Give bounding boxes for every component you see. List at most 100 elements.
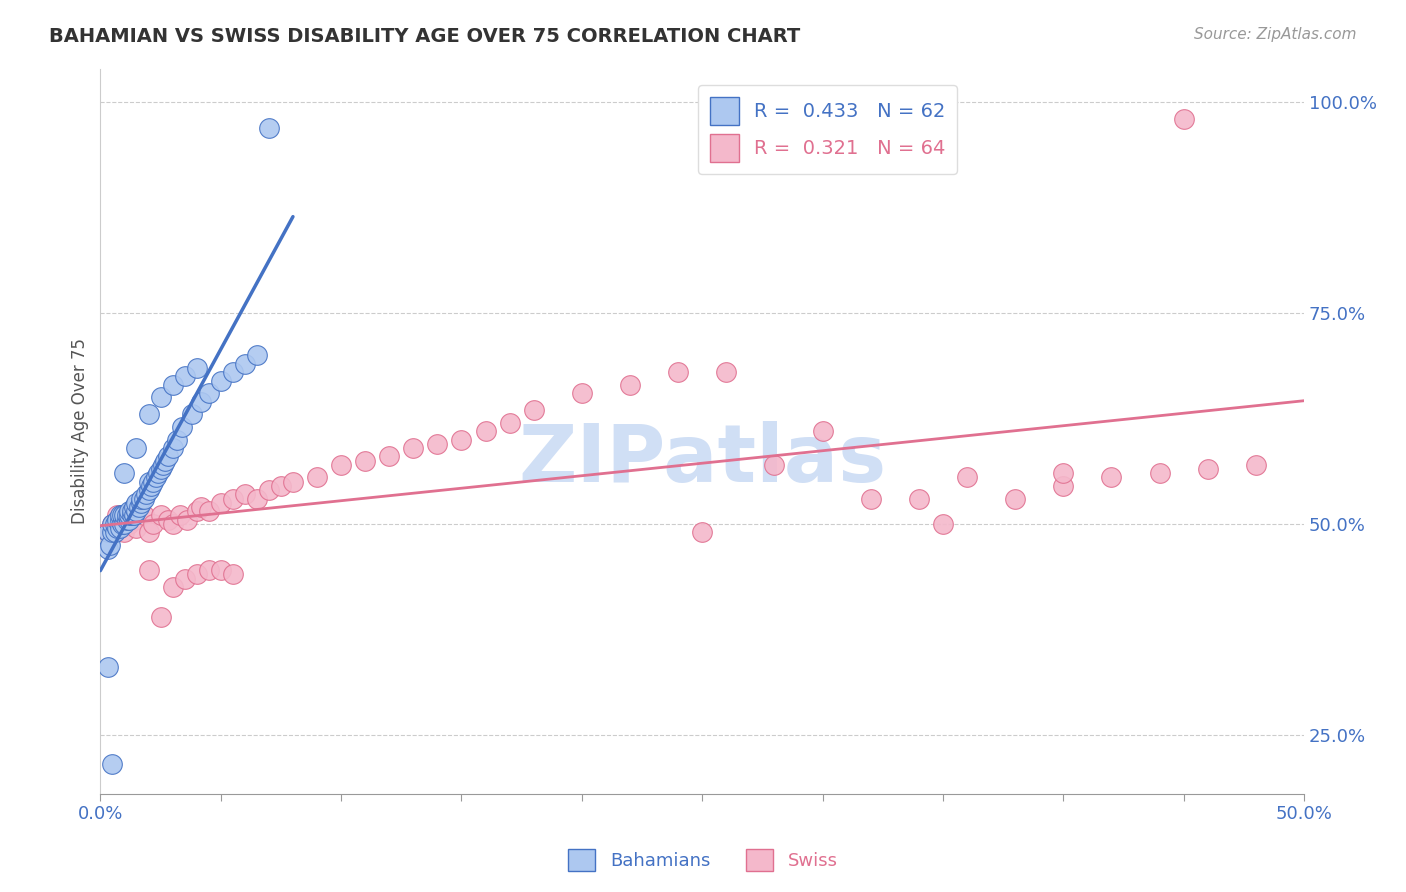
Point	[105, 513, 128, 527]
Point	[571, 386, 593, 401]
Point	[112, 467, 135, 481]
Point	[108, 521, 131, 535]
Point	[138, 407, 160, 421]
Point	[101, 525, 124, 540]
Point	[690, 525, 713, 540]
Point	[112, 513, 135, 527]
Point	[132, 508, 155, 523]
Point	[128, 500, 150, 514]
Legend: R =  0.433   N = 62, R =  0.321   N = 64: R = 0.433 N = 62, R = 0.321 N = 64	[697, 86, 957, 174]
Point	[956, 470, 979, 484]
Point	[108, 508, 131, 523]
Point	[121, 504, 143, 518]
Point	[156, 513, 179, 527]
Point	[197, 386, 219, 401]
Point	[111, 516, 134, 531]
Point	[97, 660, 120, 674]
Point	[149, 462, 172, 476]
Point	[112, 508, 135, 523]
Point	[139, 479, 162, 493]
Point	[122, 508, 145, 523]
Point	[811, 424, 834, 438]
Point	[523, 403, 546, 417]
Point	[138, 525, 160, 540]
Point	[98, 538, 121, 552]
Point	[173, 369, 195, 384]
Point	[169, 508, 191, 523]
Point	[190, 500, 212, 514]
Point	[115, 513, 138, 527]
Point	[1244, 458, 1267, 472]
Point	[104, 525, 127, 540]
Point	[156, 450, 179, 464]
Point	[222, 491, 245, 506]
Point	[145, 470, 167, 484]
Point	[330, 458, 353, 472]
Point	[118, 508, 141, 523]
Point	[1052, 467, 1074, 481]
Point	[233, 487, 256, 501]
Point	[233, 357, 256, 371]
Point	[118, 513, 141, 527]
Point	[1149, 467, 1171, 481]
Point	[129, 491, 152, 506]
Point	[108, 513, 131, 527]
Point	[1101, 470, 1123, 484]
Point	[498, 416, 520, 430]
Point	[305, 470, 328, 484]
Point	[619, 377, 641, 392]
Point	[186, 567, 208, 582]
Point	[209, 563, 232, 577]
Point	[257, 483, 280, 497]
Point	[149, 390, 172, 404]
Point	[281, 475, 304, 489]
Point	[197, 504, 219, 518]
Y-axis label: Disability Age Over 75: Disability Age Over 75	[72, 338, 89, 524]
Point	[180, 407, 202, 421]
Point	[146, 467, 169, 481]
Point	[138, 563, 160, 577]
Point	[246, 348, 269, 362]
Point	[378, 450, 401, 464]
Point	[1004, 491, 1026, 506]
Point	[101, 516, 124, 531]
Point	[125, 521, 148, 535]
Point	[186, 360, 208, 375]
Point	[97, 542, 120, 557]
Point	[932, 516, 955, 531]
Point	[474, 424, 496, 438]
Point	[97, 525, 120, 540]
Point	[209, 374, 232, 388]
Legend: Bahamians, Swiss: Bahamians, Swiss	[561, 842, 845, 879]
Point	[209, 496, 232, 510]
Point	[155, 453, 177, 467]
Point	[111, 508, 134, 523]
Point	[118, 504, 141, 518]
Point	[763, 458, 786, 472]
Point	[112, 525, 135, 540]
Point	[142, 475, 165, 489]
Point	[426, 436, 449, 450]
Point	[105, 521, 128, 535]
Point	[186, 504, 208, 518]
Point	[125, 441, 148, 455]
Point	[121, 508, 143, 523]
Point	[149, 609, 172, 624]
Point	[908, 491, 931, 506]
Point	[176, 513, 198, 527]
Point	[716, 365, 738, 379]
Point	[142, 516, 165, 531]
Point	[115, 508, 138, 523]
Point	[138, 483, 160, 497]
Point	[135, 487, 157, 501]
Point	[197, 563, 219, 577]
Point	[354, 453, 377, 467]
Point	[122, 513, 145, 527]
Point	[450, 433, 472, 447]
Point	[105, 508, 128, 523]
Point	[1197, 462, 1219, 476]
Point	[108, 521, 131, 535]
Point	[97, 525, 120, 540]
Point	[172, 420, 194, 434]
Point	[112, 516, 135, 531]
